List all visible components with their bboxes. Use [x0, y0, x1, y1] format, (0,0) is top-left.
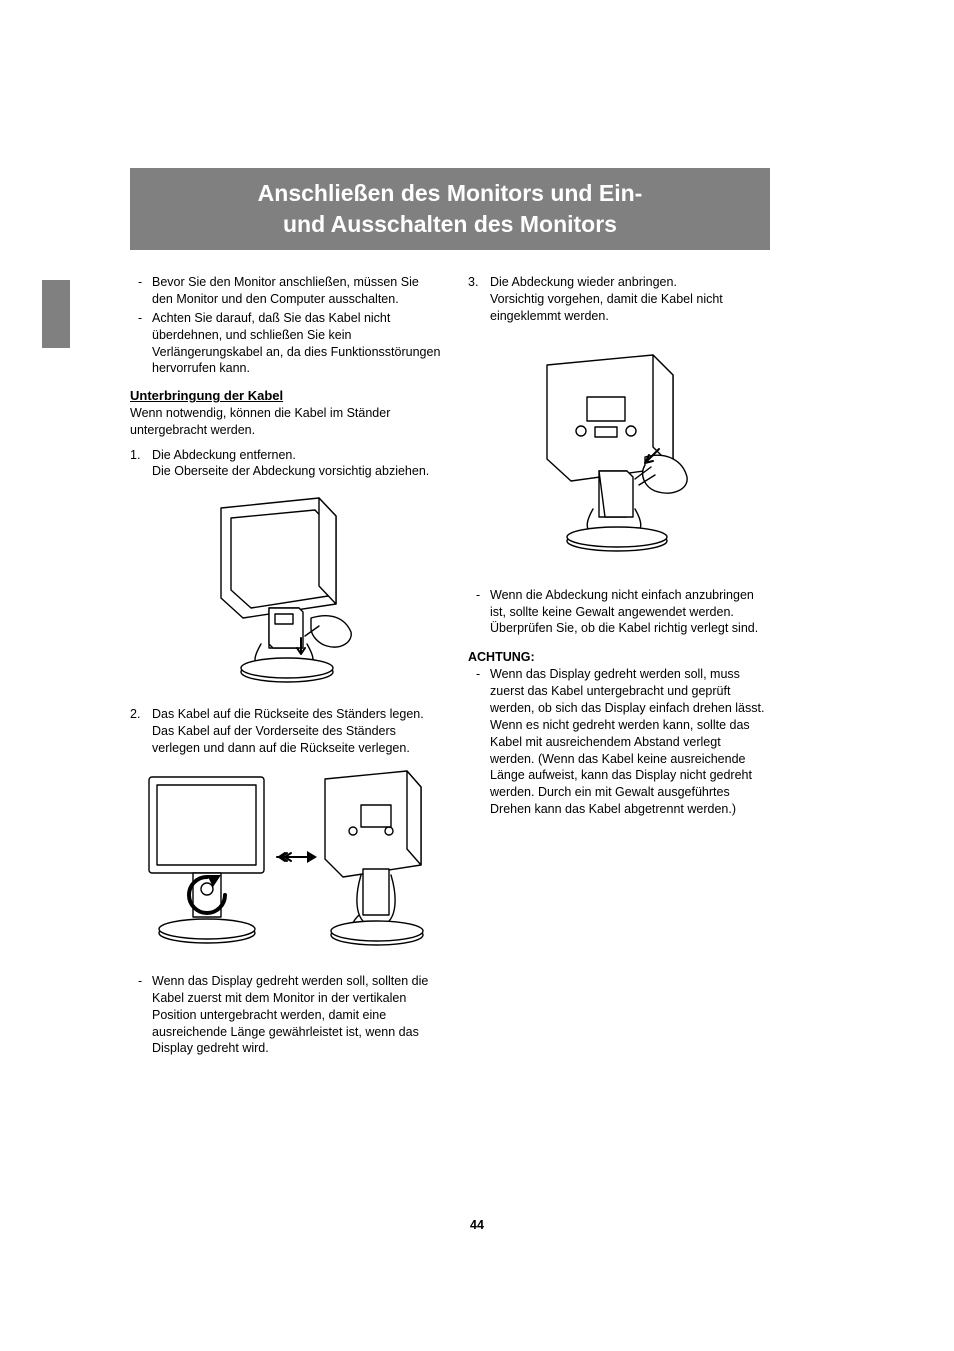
step-3-number: 3.	[468, 274, 490, 325]
figure-1-svg	[201, 488, 371, 688]
content-columns: Bevor Sie den Monitor anschließen, müsse…	[130, 274, 770, 1067]
title-bar: Anschließen des Monitors und Ein- und Au…	[130, 168, 770, 250]
right-mid-bullet-list: Wenn die Abdeckung nicht einfach anzubri…	[468, 587, 766, 638]
side-tab	[42, 280, 70, 348]
left-bottom-bullet-list: Wenn das Display gedreht werden soll, so…	[130, 973, 442, 1057]
title-line-2: und Ausschalten des Monitors	[283, 211, 617, 237]
section-heading: Unterbringung der Kabel	[130, 387, 442, 405]
figure-3-svg	[527, 349, 707, 559]
page-number: 44	[0, 1218, 954, 1232]
title-line-1: Anschließen des Monitors und Ein-	[258, 180, 643, 206]
figure-2-svg	[141, 765, 431, 955]
step-3-body: Die Abdeckung wieder anbringen. Vorsicht…	[490, 274, 766, 325]
achtung-bullet-list: Wenn das Display gedreht werden soll, mu…	[468, 666, 766, 818]
right-mid-bullet: Wenn die Abdeckung nicht einfach anzubri…	[468, 587, 766, 638]
figure-3	[468, 349, 766, 559]
step-1-body: Die Abdeckung entfernen. Die Oberseite d…	[152, 447, 442, 481]
step-1: 1. Die Abdeckung entfernen. Die Oberseit…	[130, 447, 442, 481]
step-2-number: 2.	[130, 706, 152, 757]
intro-bullet: Bevor Sie den Monitor anschließen, müsse…	[130, 274, 442, 308]
step-3: 3. Die Abdeckung wieder anbringen. Vorsi…	[468, 274, 766, 325]
page: Anschließen des Monitors und Ein- und Au…	[0, 0, 954, 1351]
step-3-line1: Die Abdeckung wieder anbringen.	[490, 275, 677, 289]
achtung-bullet: Wenn das Display gedreht werden soll, mu…	[468, 666, 766, 818]
page-title: Anschließen des Monitors und Ein- und Au…	[258, 178, 643, 240]
section-intro: Wenn notwendig, können die Kabel im Stän…	[130, 405, 442, 439]
step-1-number: 1.	[130, 447, 152, 481]
left-bottom-bullet: Wenn das Display gedreht werden soll, so…	[130, 973, 442, 1057]
figure-1	[130, 488, 442, 688]
intro-bullet: Achten Sie darauf, daß Sie das Kabel nic…	[130, 310, 442, 378]
step-3-line2: Vorsichtig vorgehen, damit die Kabel nic…	[490, 292, 723, 323]
step-2: 2. Das Kabel auf die Rückseite des Ständ…	[130, 706, 442, 757]
achtung-label: ACHTUNG:	[468, 649, 766, 666]
left-column: Bevor Sie den Monitor anschließen, müsse…	[130, 274, 442, 1067]
intro-bullet-list: Bevor Sie den Monitor anschließen, müsse…	[130, 274, 442, 377]
step-2-body: Das Kabel auf die Rückseite des Ständers…	[152, 706, 442, 757]
step-1-line1: Die Abdeckung entfernen.	[152, 448, 296, 462]
figure-2	[130, 765, 442, 955]
right-column: 3. Die Abdeckung wieder anbringen. Vorsi…	[468, 274, 766, 1067]
step-1-line2: Die Oberseite der Abdeckung vorsichtig a…	[152, 464, 429, 478]
